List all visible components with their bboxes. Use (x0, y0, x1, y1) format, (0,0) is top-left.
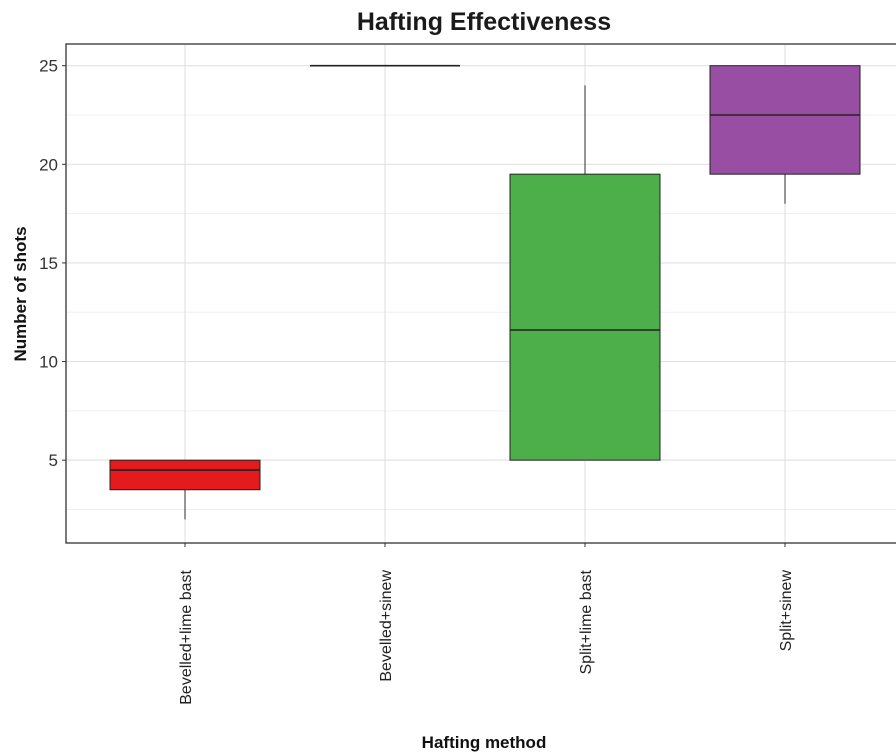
y-tick-label: 10 (39, 353, 58, 372)
x-axis-title: Hafting method (422, 733, 547, 752)
box-bevelled-lime-bast (109, 459, 261, 520)
y-axis-ticks: 5 10 15 20 25 (39, 57, 66, 470)
box-iqr (709, 65, 861, 175)
plot-panel-border (65, 43, 896, 544)
y-tick-label: 5 (49, 451, 58, 470)
boxes (109, 64, 861, 520)
chart-title: Hafting Effectiveness (357, 8, 611, 36)
x-tick-label: Split+lime bast (578, 569, 595, 674)
y-tick-label: 15 (39, 254, 58, 273)
box-split-lime-bast (509, 85, 661, 461)
box-split-sinew (709, 65, 861, 204)
y-axis-title: Number of shots (11, 226, 30, 361)
x-tick-label: Bevelled+lime bast (178, 569, 195, 704)
y-tick-label: 20 (39, 155, 58, 174)
x-tick-label: Bevelled+sinew (378, 570, 395, 682)
y-tick-label: 25 (39, 57, 58, 76)
x-axis-ticks: Bevelled+lime bast Bevelled+sinew Split+li… (178, 543, 795, 705)
box-iqr (509, 173, 661, 461)
box-iqr (109, 459, 261, 491)
x-tick-label: Split+sinew (778, 570, 795, 652)
